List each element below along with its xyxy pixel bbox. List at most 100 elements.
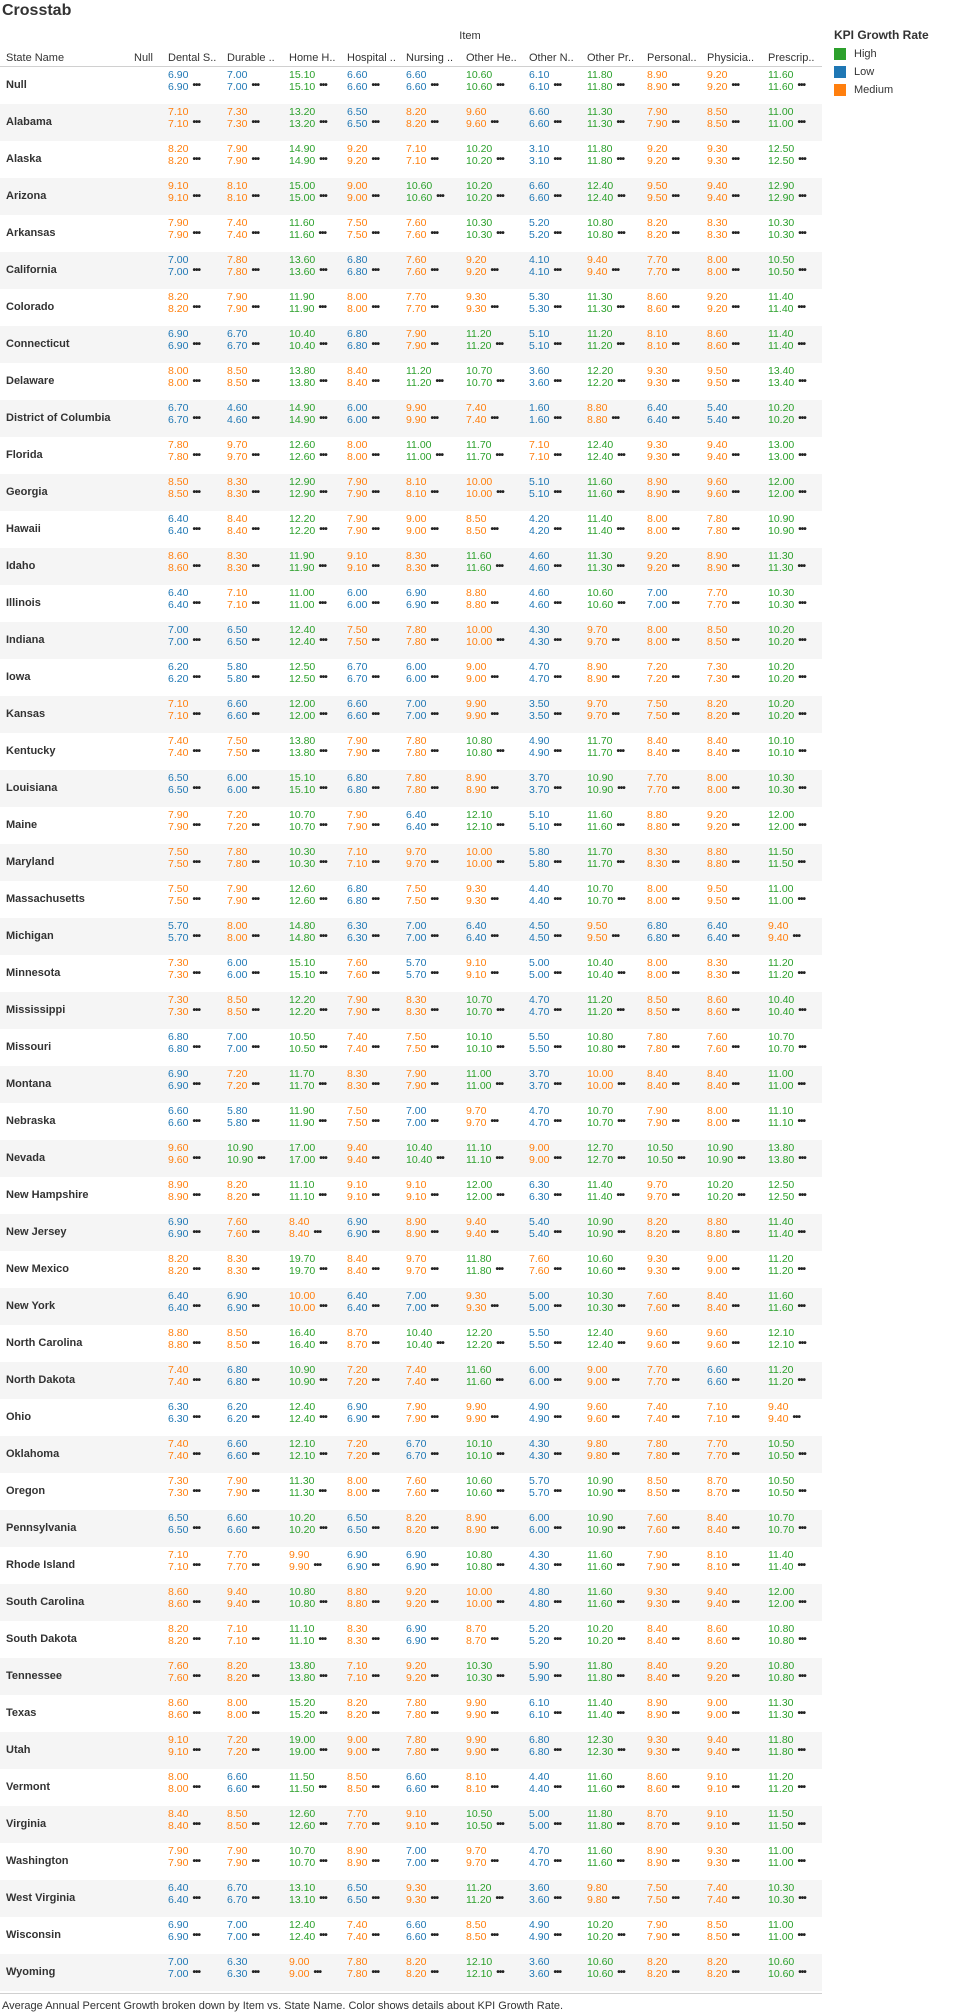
state-name[interactable]: Alaska xyxy=(6,153,42,165)
data-cell[interactable]: 10.20 10.20 ••• xyxy=(466,143,526,176)
data-cell[interactable]: 9.90 9.90 ••• xyxy=(466,1697,526,1730)
data-cell[interactable]: 8.90 8.90 ••• xyxy=(466,772,526,805)
more-icon[interactable]: ••• xyxy=(496,635,504,646)
more-icon[interactable]: ••• xyxy=(671,265,679,276)
data-cell[interactable]: 11.70 11.70 ••• xyxy=(587,846,647,879)
more-icon[interactable]: ••• xyxy=(490,1930,498,1941)
data-cell[interactable]: 11.30 11.30 ••• xyxy=(768,1697,828,1730)
state-name[interactable]: Nebraska xyxy=(6,1115,56,1127)
more-icon[interactable]: ••• xyxy=(192,376,200,387)
more-icon[interactable]: ••• xyxy=(797,1560,806,1571)
more-icon[interactable]: ••• xyxy=(496,1449,504,1460)
more-icon[interactable]: ••• xyxy=(798,1153,806,1164)
more-icon[interactable]: ••• xyxy=(251,598,259,609)
more-icon[interactable]: ••• xyxy=(797,1819,806,1830)
column-header[interactable]: Other He.. xyxy=(466,52,517,64)
data-cell[interactable]: 9.10 9.10 ••• xyxy=(707,1808,767,1841)
more-icon[interactable]: ••• xyxy=(495,1264,504,1275)
more-icon[interactable]: ••• xyxy=(798,598,806,609)
more-icon[interactable]: ••• xyxy=(731,1412,739,1423)
more-icon[interactable]: ••• xyxy=(798,1634,806,1645)
data-cell[interactable]: 10.70 10.70 ••• xyxy=(289,1845,349,1878)
state-name[interactable]: Florida xyxy=(6,449,43,461)
data-cell[interactable]: 8.50 8.50 ••• xyxy=(707,1919,767,1952)
legend-item[interactable]: Medium xyxy=(834,81,929,99)
more-icon[interactable]: ••• xyxy=(318,1116,327,1127)
more-icon[interactable]: ••• xyxy=(251,1079,259,1090)
data-cell[interactable]: 7.00 7.00 ••• xyxy=(168,1956,228,1989)
more-icon[interactable]: ••• xyxy=(611,1893,619,1904)
more-icon[interactable]: ••• xyxy=(553,598,561,609)
more-icon[interactable]: ••• xyxy=(671,1005,679,1016)
state-name[interactable]: Massachusetts xyxy=(6,893,85,905)
more-icon[interactable]: ••• xyxy=(553,1560,561,1571)
data-cell[interactable]: 9.40 9.40 ••• xyxy=(587,254,647,287)
more-icon[interactable]: ••• xyxy=(192,339,200,350)
data-cell[interactable]: 6.50 6.50 ••• xyxy=(347,1512,407,1545)
data-cell[interactable]: 9.90 9.90 ••• xyxy=(466,698,526,731)
column-header[interactable]: Other Pr.. xyxy=(587,52,635,64)
more-icon[interactable]: ••• xyxy=(192,302,200,313)
data-cell[interactable]: 8.00 8.00 ••• xyxy=(347,291,407,324)
more-icon[interactable]: ••• xyxy=(671,1375,679,1386)
more-icon[interactable]: ••• xyxy=(430,968,438,979)
data-cell[interactable]: 10.90 10.90 ••• xyxy=(289,1364,349,1397)
data-cell[interactable]: 7.50 7.50 ••• xyxy=(347,624,407,657)
data-cell[interactable]: 8.60 8.60 ••• xyxy=(168,1586,228,1619)
data-cell[interactable]: 6.90 6.90 ••• xyxy=(406,1623,466,1656)
data-cell[interactable]: 11.50 11.50 ••• xyxy=(289,1771,349,1804)
data-cell[interactable]: 8.60 8.60 ••• xyxy=(707,328,767,361)
more-icon[interactable]: ••• xyxy=(430,1930,438,1941)
more-icon[interactable]: ••• xyxy=(731,413,739,424)
data-cell[interactable]: 6.30 6.30 ••• xyxy=(347,920,407,953)
more-icon[interactable]: ••• xyxy=(798,191,806,202)
more-icon[interactable]: ••• xyxy=(797,1782,806,1793)
more-icon[interactable]: ••• xyxy=(553,413,561,424)
more-icon[interactable]: ••• xyxy=(192,561,200,572)
data-cell[interactable]: 5.40 5.40 ••• xyxy=(529,1216,589,1249)
more-icon[interactable]: ••• xyxy=(731,635,739,646)
more-icon[interactable]: ••• xyxy=(251,80,259,91)
more-icon[interactable]: ••• xyxy=(436,191,444,202)
more-icon[interactable]: ••• xyxy=(495,561,504,572)
more-icon[interactable]: ••• xyxy=(617,1523,625,1534)
column-header[interactable]: Personal.. xyxy=(647,52,697,64)
more-icon[interactable]: ••• xyxy=(251,1449,259,1460)
data-cell[interactable]: 7.70 7.70 ••• xyxy=(647,772,707,805)
state-name[interactable]: Kentucky xyxy=(6,745,56,757)
data-cell[interactable]: 10.20 10.20 ••• xyxy=(587,1623,647,1656)
data-cell[interactable]: 10.00 10.00 ••• xyxy=(466,476,526,509)
more-icon[interactable]: ••• xyxy=(671,1708,679,1719)
data-cell[interactable]: 6.60 6.60 ••• xyxy=(406,1771,466,1804)
data-cell[interactable]: 9.70 9.70 ••• xyxy=(406,1253,466,1286)
more-icon[interactable]: ••• xyxy=(313,1967,321,1978)
data-cell[interactable]: 10.90 10.90 ••• xyxy=(227,1142,287,1175)
more-icon[interactable]: ••• xyxy=(798,376,806,387)
more-icon[interactable]: ••• xyxy=(616,820,625,831)
data-cell[interactable]: 13.80 13.80 ••• xyxy=(289,735,349,768)
more-icon[interactable]: ••• xyxy=(496,1338,504,1349)
more-icon[interactable]: ••• xyxy=(318,1782,327,1793)
data-cell[interactable]: 7.00 7.00 ••• xyxy=(406,1290,466,1323)
data-cell[interactable]: 12.20 12.20 ••• xyxy=(587,365,647,398)
more-icon[interactable]: ••• xyxy=(319,117,327,128)
data-cell[interactable]: 8.90 8.90 ••• xyxy=(466,1512,526,1545)
data-cell[interactable]: 11.70 11.70 ••• xyxy=(587,735,647,768)
data-cell[interactable]: 8.40 8.40 ••• xyxy=(647,1660,707,1693)
data-cell[interactable]: 8.40 8.40 ••• xyxy=(289,1216,349,1249)
more-icon[interactable]: ••• xyxy=(371,228,379,239)
data-cell[interactable]: 9.20 9.20 ••• xyxy=(406,1586,466,1619)
more-icon[interactable]: ••• xyxy=(430,1708,438,1719)
data-cell[interactable]: 8.80 8.80 ••• xyxy=(587,402,647,435)
more-icon[interactable]: ••• xyxy=(731,191,739,202)
state-name[interactable]: Rhode Island xyxy=(6,1559,76,1571)
data-cell[interactable]: 16.40 16.40 ••• xyxy=(289,1327,349,1360)
data-cell[interactable]: 8.40 8.40 ••• xyxy=(707,1290,767,1323)
data-cell[interactable]: 6.70 6.70 ••• xyxy=(168,402,228,435)
more-icon[interactable]: ••• xyxy=(731,1338,739,1349)
more-icon[interactable]: ••• xyxy=(251,857,259,868)
more-icon[interactable]: ••• xyxy=(496,1560,504,1571)
data-cell[interactable]: 12.40 12.40 ••• xyxy=(587,180,647,213)
more-icon[interactable]: ••• xyxy=(616,1671,625,1682)
data-cell[interactable]: 10.50 10.50 ••• xyxy=(768,1475,828,1508)
